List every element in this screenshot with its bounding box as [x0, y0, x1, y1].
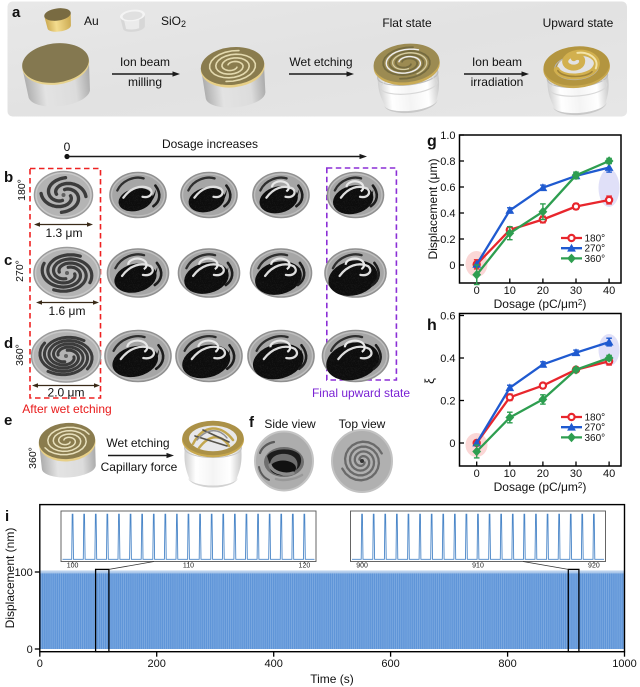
svg-text:1.0: 1.0	[440, 130, 455, 142]
svg-text:360°: 360°	[14, 344, 26, 366]
svg-text:100: 100	[67, 563, 79, 570]
svg-text:g: g	[427, 133, 437, 150]
svg-text:800: 800	[498, 658, 516, 670]
svg-text:0.4: 0.4	[440, 208, 455, 220]
svg-text:Ion beam: Ion beam	[472, 55, 522, 69]
svg-text:Upward state: Upward state	[543, 16, 614, 30]
svg-text:b: b	[4, 169, 13, 186]
svg-text:100: 100	[14, 567, 32, 579]
svg-text:20: 20	[537, 285, 549, 297]
svg-text:2.0 μm: 2.0 μm	[48, 386, 85, 400]
svg-text:a: a	[12, 4, 21, 21]
svg-text:0.8: 0.8	[440, 156, 455, 168]
svg-text:20: 20	[537, 468, 549, 480]
svg-text:30: 30	[570, 468, 582, 480]
svg-text:SiO2: SiO2	[161, 14, 186, 29]
svg-text:After wet etching: After wet etching	[22, 402, 111, 416]
svg-text:40: 40	[603, 285, 615, 297]
svg-text:Top view: Top view	[339, 417, 386, 431]
svg-text:Side view: Side view	[264, 417, 316, 431]
svg-text:Wet etching: Wet etching	[289, 55, 352, 69]
svg-text:0.4: 0.4	[440, 353, 455, 365]
svg-text:0.6: 0.6	[440, 182, 455, 194]
svg-text:0: 0	[474, 468, 480, 480]
svg-text:h: h	[427, 317, 437, 334]
svg-text:d: d	[4, 335, 13, 352]
svg-text:10: 10	[504, 468, 516, 480]
svg-text:Dosage (pC/μm2): Dosage (pC/μm2)	[494, 297, 587, 311]
svg-text:360°: 360°	[27, 447, 39, 469]
svg-text:f: f	[249, 414, 255, 431]
svg-text:1.3 μm: 1.3 μm	[46, 226, 83, 240]
svg-text:Capillary force: Capillary force	[101, 460, 178, 474]
svg-text:910: 910	[472, 563, 484, 570]
svg-text:Ion beam: Ion beam	[120, 55, 170, 69]
svg-text:900: 900	[356, 563, 368, 570]
svg-text:Au: Au	[84, 14, 99, 28]
svg-text:ξ: ξ	[422, 378, 437, 384]
svg-text:milling: milling	[128, 75, 162, 89]
svg-text:180°: 180°	[585, 234, 606, 245]
svg-text:Time (s): Time (s)	[310, 672, 354, 686]
svg-text:irradiation: irradiation	[471, 75, 524, 89]
svg-text:0: 0	[27, 644, 33, 656]
svg-text:360°: 360°	[585, 254, 606, 265]
svg-text:Dosage (pC/μm2): Dosage (pC/μm2)	[494, 480, 587, 494]
svg-text:110: 110	[183, 563, 194, 570]
svg-text:920: 920	[588, 563, 600, 570]
svg-text:30: 30	[570, 285, 582, 297]
svg-text:0: 0	[474, 285, 480, 297]
svg-text:0: 0	[449, 260, 455, 272]
svg-text:e: e	[4, 412, 12, 429]
svg-text:Wet etching: Wet etching	[106, 436, 169, 450]
svg-text:270°: 270°	[585, 244, 606, 255]
svg-text:40: 40	[603, 468, 615, 480]
svg-text:Flat state: Flat state	[382, 16, 432, 30]
svg-text:Displacement (μm): Displacement (μm)	[426, 159, 440, 260]
svg-text:0.6: 0.6	[440, 311, 455, 323]
svg-text:0.2: 0.2	[440, 396, 455, 408]
svg-text:0.2: 0.2	[440, 234, 455, 246]
svg-text:10: 10	[504, 285, 516, 297]
svg-text:Displacement (nm): Displacement (nm)	[3, 528, 17, 629]
svg-text:270°: 270°	[14, 260, 26, 282]
svg-text:c: c	[4, 252, 12, 269]
svg-text:i: i	[5, 508, 9, 525]
svg-text:600: 600	[381, 658, 399, 670]
svg-text:180°: 180°	[585, 413, 606, 424]
svg-text:0: 0	[449, 438, 455, 450]
svg-text:360°: 360°	[585, 433, 606, 444]
svg-text:0: 0	[64, 140, 71, 154]
svg-text:1000: 1000	[612, 658, 636, 670]
svg-text:Final upward state: Final upward state	[312, 386, 410, 400]
svg-text:120: 120	[299, 563, 311, 570]
svg-text:180°: 180°	[16, 179, 28, 201]
svg-text:400: 400	[265, 658, 283, 670]
svg-text:0: 0	[37, 658, 43, 670]
svg-text:270°: 270°	[585, 423, 606, 434]
svg-text:1.6 μm: 1.6 μm	[49, 304, 86, 318]
svg-text:Dosage increases: Dosage increases	[162, 137, 258, 151]
svg-text:200: 200	[148, 658, 166, 670]
